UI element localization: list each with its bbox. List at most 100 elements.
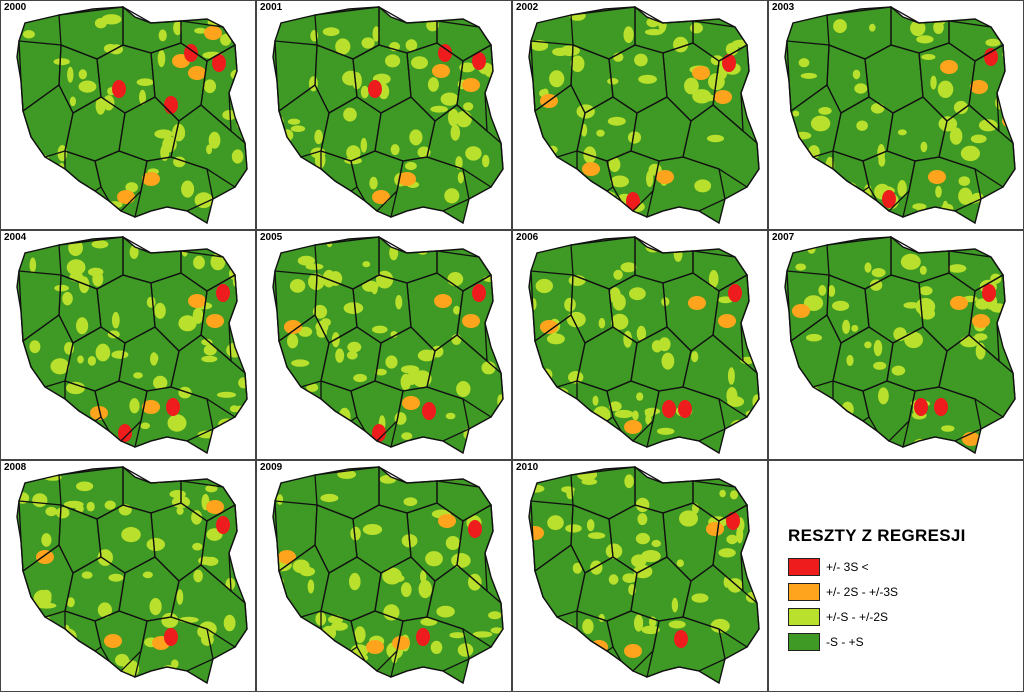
district-light [549, 70, 565, 88]
district-orange [398, 172, 416, 186]
district-light [21, 203, 35, 219]
district-light [62, 291, 73, 306]
district-light [167, 414, 187, 432]
district-light [450, 124, 461, 141]
district-light [455, 156, 463, 170]
district-light [342, 70, 360, 86]
district-light [644, 407, 661, 415]
map-panel: 2008 [0, 460, 256, 692]
district-orange [940, 60, 958, 74]
district-light [803, 295, 824, 311]
district-light [854, 83, 868, 94]
district-light [978, 119, 998, 132]
district-light [634, 614, 644, 632]
district-light [305, 263, 324, 270]
district-red [416, 628, 430, 646]
province-border [94, 150, 148, 212]
district-orange [624, 644, 642, 658]
district-light [609, 401, 622, 412]
district-light [1007, 250, 1015, 258]
district-light [325, 426, 338, 442]
district-light [818, 285, 827, 296]
district-light [76, 481, 94, 492]
district-light [173, 20, 183, 36]
year-label: 2000 [4, 2, 27, 13]
district-light [201, 338, 213, 346]
district-light [743, 15, 759, 24]
district-light [343, 107, 357, 122]
district-light [633, 564, 653, 579]
district-orange [206, 314, 224, 328]
district-light [94, 18, 107, 29]
district-orange [36, 550, 54, 564]
district-light [737, 193, 751, 206]
district-light [916, 35, 934, 44]
district-light [312, 304, 328, 319]
province-border [862, 380, 916, 442]
district-light [87, 356, 96, 366]
legend: RESZTY Z REGRESJI +/- 3S < +/- 2S - +/-3… [788, 526, 966, 651]
district-light [974, 333, 988, 341]
district-light [960, 145, 980, 162]
district-light [823, 182, 830, 194]
district-light [411, 56, 428, 70]
country-fill [273, 237, 503, 453]
district-light [708, 270, 719, 288]
district-light [463, 102, 474, 111]
district-light [798, 58, 810, 68]
district-light [447, 272, 464, 287]
district-light [694, 179, 712, 193]
district-light [453, 305, 461, 315]
district-light [149, 598, 162, 616]
district-light [671, 597, 679, 613]
district-light [47, 639, 63, 646]
district-orange [188, 66, 206, 80]
district-light [793, 131, 812, 140]
district-orange [706, 522, 724, 536]
district-light [382, 567, 402, 585]
district-light [819, 408, 833, 418]
district-orange [540, 320, 558, 334]
district-light [321, 625, 337, 641]
district-light [445, 536, 460, 550]
district-light [985, 38, 1001, 47]
district-light [178, 616, 199, 623]
district-light [41, 533, 52, 547]
district-light [833, 19, 847, 34]
legend-panel [768, 460, 1024, 692]
district-light [843, 438, 855, 453]
district-light [238, 377, 247, 389]
poland-map [528, 465, 760, 685]
district-light [614, 409, 634, 419]
district-light [322, 269, 336, 288]
district-light [403, 497, 418, 507]
district-orange [142, 172, 160, 186]
district-light [457, 643, 474, 657]
district-light [76, 317, 89, 335]
district-light [646, 170, 654, 187]
district-light [651, 539, 661, 548]
district-light [800, 72, 818, 79]
district-light [843, 182, 858, 194]
country-border [272, 466, 504, 685]
district-light [29, 340, 41, 354]
district-light [742, 208, 749, 218]
district-light [69, 96, 76, 107]
district-orange [582, 162, 600, 176]
district-light [637, 513, 648, 526]
district-light [22, 30, 35, 39]
poland-map [784, 5, 1016, 225]
district-light [322, 27, 340, 37]
district-orange [656, 170, 674, 184]
district-light [795, 263, 807, 271]
district-light [631, 554, 647, 568]
district-light [369, 176, 378, 190]
district-light [708, 8, 724, 20]
district-light [409, 129, 423, 146]
district-orange [792, 304, 810, 318]
district-light [691, 593, 709, 603]
district-light [691, 467, 712, 477]
year-label: 2007 [772, 232, 795, 243]
district-orange [688, 296, 706, 310]
district-orange [284, 320, 302, 334]
